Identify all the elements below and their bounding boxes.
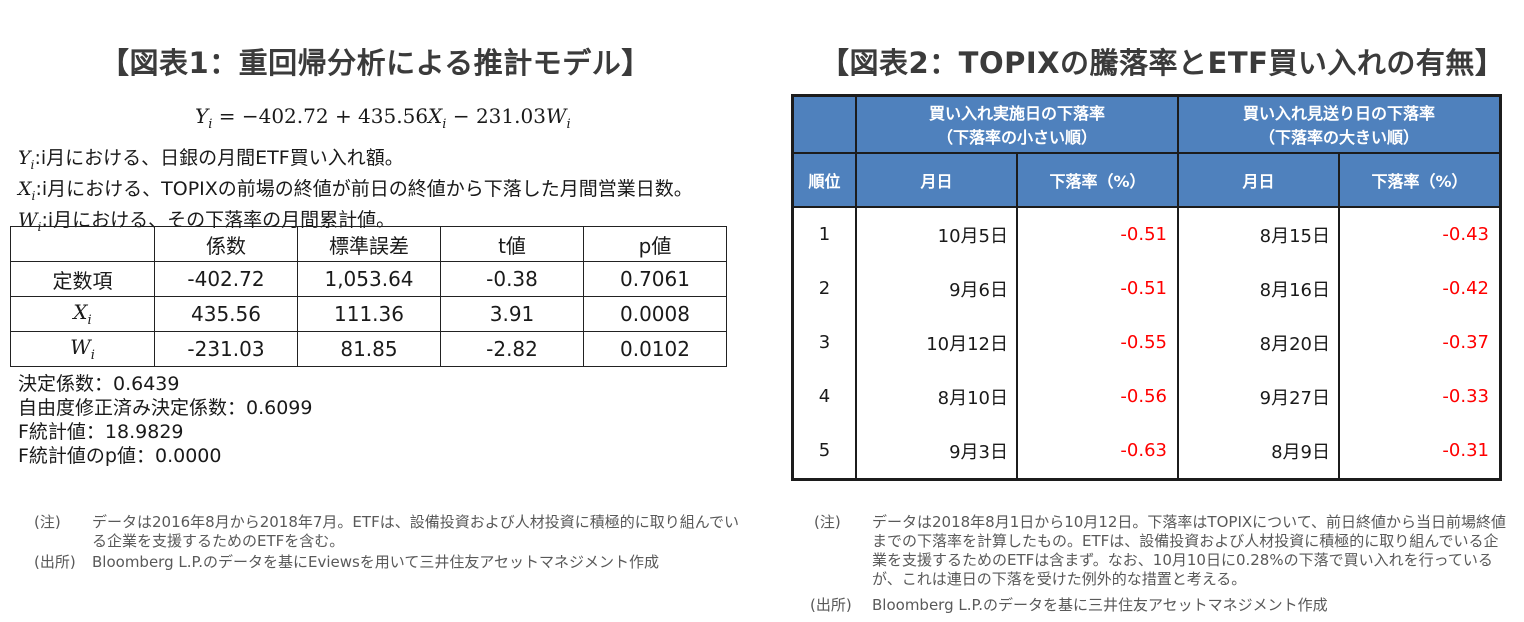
skip-date: 9月27日 (1177, 369, 1340, 424)
header-stderr: 標準誤差 (297, 226, 441, 262)
header-cell (10, 226, 155, 262)
group-header-row: 買い入れ実施日の下落率 （下落率の小さい順） 買い入れ見送り日の下落率 （下落率… (791, 94, 1502, 154)
skip-date: 8月15日 (1177, 206, 1340, 262)
buy-rate: -0.51 (1016, 261, 1179, 316)
buy-date: 9月6日 (855, 261, 1018, 316)
group-header-buy-line2: （下落率の小さい順） (936, 128, 1097, 148)
stat-adj-r2: 自由度修正済み決定係数：0.6099 (18, 397, 313, 419)
skip-date: 8月9日 (1177, 423, 1340, 479)
buy-date: 10月12日 (855, 315, 1018, 370)
buy-rate: -0.56 (1016, 369, 1179, 424)
table-row: 2 9月6日 -0.51 8月16日 -0.42 (791, 261, 1502, 316)
stat-f-p: F統計値のp値：0.0000 (18, 445, 222, 467)
skip-rate: -0.43 (1338, 206, 1502, 262)
rank: 3 (791, 315, 857, 370)
buy-date: 10月5日 (855, 206, 1018, 262)
right-source-label: (出所) (810, 596, 852, 614)
skip-rate: -0.31 (1338, 423, 1502, 479)
figure1-title: 【図表1：重回帰分析による推計モデル】 (100, 46, 651, 80)
row-label: Wi (10, 331, 155, 367)
left-source-label: (出所) (34, 553, 76, 571)
definition-y-text: :i月における、日銀の月間ETF買い入れ額。 (34, 147, 404, 169)
table-row: 5 9月3日 -0.63 8月9日 -0.31 (791, 423, 1502, 479)
cell: -0.38 (440, 261, 584, 297)
buy-date: 8月10日 (855, 369, 1018, 424)
skip-rate: -0.37 (1338, 315, 1502, 370)
variable-definitions: Yi:i月における、日銀の月間ETF買い入れ額。 Xi:i月における、TOPIX… (18, 146, 693, 238)
table-row: 定数項 -402.72 1,053.64 -0.38 0.7061 (10, 261, 727, 297)
table-row: Xi 435.56 111.36 3.91 0.0008 (10, 296, 727, 332)
buy-date: 9月3日 (855, 423, 1018, 479)
topix-table: 買い入れ実施日の下落率 （下落率の小さい順） 買い入れ見送り日の下落率 （下落率… (791, 94, 1502, 481)
definition-w: Wi:i月における、その下落率の月間累計値。 (18, 208, 396, 234)
cell: 3.91 (440, 296, 584, 332)
group-header-buy: 買い入れ実施日の下落率 （下落率の小さい順） (855, 94, 1179, 154)
table-row: 1 10月5日 -0.51 8月15日 -0.43 (791, 206, 1502, 262)
cell: 435.56 (154, 296, 298, 332)
definition-x: Xi:i月における、TOPIXの前場の終値が前日の終値から下落した月間営業日数。 (18, 177, 693, 203)
stat-f: F統計値：18.9829 (18, 421, 184, 443)
row-label: 定数項 (10, 261, 155, 297)
buy-rate: -0.55 (1016, 315, 1179, 370)
table-row: 3 10月12日 -0.55 8月20日 -0.37 (791, 315, 1502, 370)
header-coef: 係数 (154, 226, 298, 262)
table-row: 4 8月10日 -0.56 9月27日 -0.33 (791, 369, 1502, 424)
cell: -231.03 (154, 331, 298, 367)
stat-r2: 決定係数：0.6439 (18, 373, 180, 395)
cell: -2.82 (440, 331, 584, 367)
buy-rate: -0.63 (1016, 423, 1179, 479)
cell: 0.0008 (583, 296, 727, 332)
cell: 1,053.64 (297, 261, 441, 297)
skip-date: 8月20日 (1177, 315, 1340, 370)
group-header-empty (791, 94, 857, 154)
cell: 0.0102 (583, 331, 727, 367)
skip-rate: -0.33 (1338, 369, 1502, 424)
row-label-x: X (73, 300, 88, 324)
rank: 5 (791, 423, 857, 479)
regression-equation: Yi = −402.72 + 435.56Xi − 231.03Wi (195, 104, 571, 132)
header-t: t値 (440, 226, 584, 262)
skip-date: 8月16日 (1177, 261, 1340, 316)
cell: 111.36 (297, 296, 441, 332)
group-header-skip-line1: 買い入れ見送り日の下落率 (1242, 104, 1435, 124)
cell: 0.7061 (583, 261, 727, 297)
regression-table: 係数 標準誤差 t値 p値 定数項 -402.72 1,053.64 -0.38… (10, 226, 727, 367)
cell: 81.85 (297, 331, 441, 367)
group-header-buy-line1: 買い入れ実施日の下落率 (928, 104, 1105, 124)
group-header-skip-line2: （下落率の大きい順） (1258, 128, 1419, 148)
definition-w-text: :i月における、その下落率の月間累計値。 (41, 208, 396, 231)
row-label: Xi (10, 296, 155, 332)
equation-part-1: = −402.72 + 435.56 (218, 104, 429, 128)
rank: 1 (791, 206, 857, 262)
equation-part-2: − 231.03 (446, 104, 546, 128)
header-skip-rate: 下落率（%） (1338, 151, 1502, 208)
table-row: Wi -231.03 81.85 -2.82 0.0102 (10, 331, 727, 367)
row-label-w: W (70, 335, 91, 359)
definition-x-text: :i月における、TOPIXの前場の終値が前日の終値から下落した月間営業日数。 (35, 177, 693, 200)
table-header-row: 係数 標準誤差 t値 p値 (10, 226, 727, 262)
header-skip-date: 月日 (1177, 151, 1340, 208)
cell: -402.72 (154, 261, 298, 297)
left-source-text: Bloomberg L.P.のデータを基にEviewsを用いて三井住友アセットマ… (92, 553, 660, 571)
figure2-title: 【図表2：TOPIXの騰落率とETF買い入れの有無】 (820, 46, 1505, 80)
rank: 2 (791, 261, 857, 316)
right-note-text: データは2018年8月1日から10月12日。下落率はTOPIXについて、前日終値… (872, 513, 1506, 588)
rank: 4 (791, 369, 857, 424)
buy-rate: -0.51 (1016, 206, 1179, 262)
right-note-label: (注) (814, 513, 841, 531)
header-buy-rate: 下落率（%） (1016, 151, 1179, 208)
definition-y: Yi:i月における、日銀の月間ETF買い入れ額。 (18, 147, 404, 172)
header-p: p値 (583, 226, 727, 262)
skip-rate: -0.42 (1338, 261, 1502, 316)
right-source-text: Bloomberg L.P.のデータを基に三井住友アセットマネジメント作成 (872, 596, 1328, 614)
left-note-label: (注) (34, 513, 61, 531)
group-header-skip: 買い入れ見送り日の下落率 （下落率の大きい順） (1177, 94, 1502, 154)
left-note-text: データは2016年8月から2018年7月。ETFは、設備投資および人材投資に積極… (92, 513, 739, 550)
column-header-row: 順位 月日 下落率（%） 月日 下落率（%） (791, 151, 1502, 208)
regression-stats: 決定係数：0.6439 自由度修正済み決定係数：0.6099 F統計値：18.9… (18, 372, 312, 468)
header-rank: 順位 (791, 151, 857, 208)
header-buy-date: 月日 (855, 151, 1018, 208)
